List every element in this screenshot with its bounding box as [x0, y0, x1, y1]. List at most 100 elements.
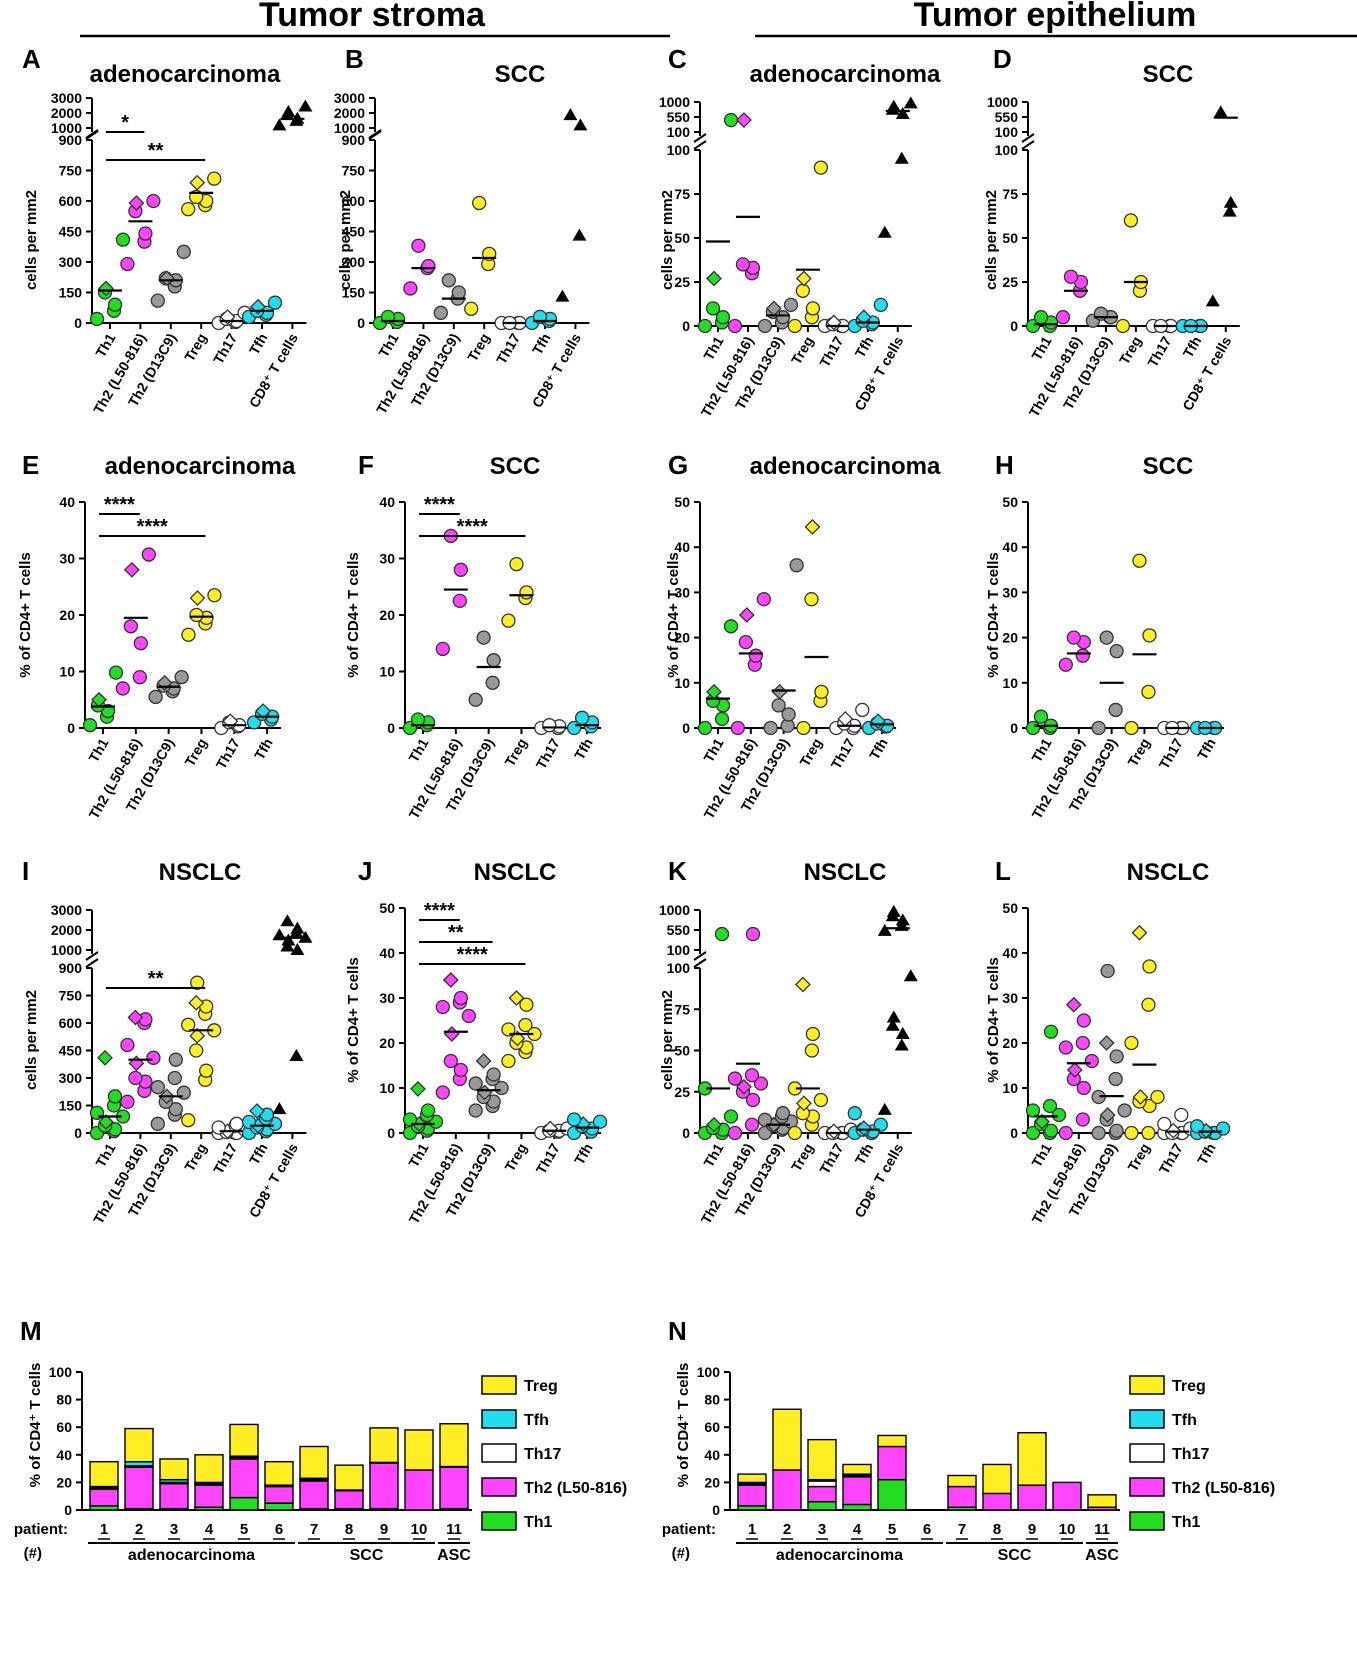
y-tick-label: 75 [674, 1001, 690, 1017]
th2-l50-816-point-3 [443, 1053, 458, 1069]
th2-l50-816-point-3 [411, 238, 426, 253]
y-tick-label: 30 [379, 990, 395, 1006]
th2-d13c9-point-0 [1091, 720, 1106, 736]
x-tick-label-th17: Th17 [828, 735, 858, 771]
y-tick-label: 0 [682, 1125, 690, 1141]
treg-point-1 [1141, 1125, 1156, 1141]
tfh-point-5 [267, 295, 283, 310]
panel-letter: G [668, 450, 688, 480]
th2-l50-816-point-0 [730, 720, 745, 736]
cd8-t-cells-point-4 [886, 1010, 901, 1023]
th1-point-0 [82, 718, 98, 733]
treg-point-2 [805, 301, 821, 316]
panel-letter: F [358, 450, 374, 480]
th1-point-4 [1034, 1113, 1050, 1130]
y-tick-label: 40 [56, 1447, 72, 1463]
th2-l50-816-point-0 [435, 1085, 450, 1100]
significance-label-1: ** [148, 140, 164, 162]
x-tick-label-th17: Th17 [533, 735, 563, 771]
y-tick-label: 450 [59, 224, 83, 240]
legend-swatch-th2-l50-816 [1129, 1477, 1165, 1497]
y-axis-label: % of CD4⁺ T cells [27, 1363, 44, 1488]
panel-letter: K [668, 856, 687, 886]
y-tick-label: 40 [1002, 945, 1018, 961]
treg-point-0 [1115, 318, 1131, 334]
th2-l50-816-point-0 [1058, 1125, 1073, 1141]
significance-label-0: ** [148, 968, 164, 990]
cd8-t-cells-point-0 [272, 1102, 287, 1115]
group-label-scc: SCC [998, 1547, 1032, 1564]
th2-l50-816-point-0 [435, 641, 450, 657]
treg-point-2 [519, 585, 534, 600]
axis-break-mark [85, 951, 99, 968]
y-tick-label: 750 [59, 988, 83, 1004]
th2-l50-816-point-0 [120, 1094, 135, 1109]
y-axis-label: % of CD4+ T cells [17, 552, 34, 677]
y-tick-label: 25 [674, 1084, 690, 1100]
cd8-t-cells-point-6 [877, 923, 892, 936]
treg-point-0 [501, 1053, 516, 1069]
treg-point-4 [189, 590, 206, 606]
panel-title: adenocarcinoma [750, 61, 941, 88]
y-tick-label: 600 [59, 1015, 83, 1031]
th2-d13c9-point-10 [1100, 963, 1115, 979]
patient-number: 3 [170, 1521, 178, 1538]
th2-d13c9-point-3 [476, 630, 491, 645]
th2-l50-816-point-5 [756, 592, 771, 607]
th1-point-5 [115, 232, 131, 247]
tfh-point-3 [574, 710, 590, 725]
patient-number: 8 [993, 1521, 1001, 1538]
th2-l50-816-point-2 [1076, 1080, 1091, 1096]
panel-title: SCC [1143, 453, 1194, 480]
y-tick-label: 0 [1010, 318, 1018, 334]
th2-l50-816-point-4 [1066, 1062, 1083, 1078]
y-tick-label: 3000 [51, 902, 82, 918]
y-tick-label: 20 [379, 607, 395, 623]
legend-label-tfh: Tfh [1172, 1412, 1197, 1429]
x-tick-label-th1: Th1 [405, 735, 431, 765]
y-axis-label: % of CD4+ T cells [345, 552, 362, 677]
bar-4-treg [842, 1463, 872, 1475]
th2-l50-816-point-9 [1065, 996, 1082, 1013]
treg-point-6 [181, 1017, 196, 1032]
th2-l50-816-point-6 [120, 1037, 135, 1053]
th2-l50-816-point-1 [1075, 1112, 1090, 1127]
y-tick-label: 900 [342, 132, 366, 148]
th1-point-6 [1025, 1103, 1041, 1118]
y-tick-label: 50 [1002, 494, 1018, 510]
treg-point-1 [1141, 684, 1156, 699]
cd8-t-cells-point-3 [280, 939, 295, 952]
treg-point-3 [1123, 213, 1139, 228]
x-tick-label-tfh: Tfh [852, 334, 877, 361]
cd8-t-cells-point-9 [280, 914, 295, 927]
treg-point-3 [472, 195, 487, 211]
panel-title: adenocarcinoma [90, 61, 281, 88]
cd8-t-cells-point-2 [895, 106, 910, 119]
y-tick-label: 40 [704, 1447, 720, 1463]
y-tick-label: 0 [682, 720, 690, 736]
th2-d13c9-point-0 [763, 720, 778, 736]
y-tick-label: 30 [1002, 990, 1018, 1006]
th1-point-8 [107, 1089, 123, 1104]
th2-d13c9-point-1 [485, 675, 500, 690]
y-tick-label: 0 [1010, 720, 1018, 736]
treg-point-0 [1124, 720, 1139, 736]
tfh-point-9 [249, 1103, 265, 1119]
y-tick-label: 300 [59, 254, 83, 270]
y-tick-label: 40 [1002, 539, 1018, 555]
y-tick-label: 20 [704, 1474, 720, 1490]
cd8-t-cells-point-2 [290, 943, 305, 955]
th2-d13c9-point-0 [150, 1116, 165, 1131]
treg-point-5 [813, 160, 829, 175]
y-tick-label: 30 [1002, 584, 1018, 600]
y-tick-label: 100 [995, 142, 1019, 158]
th1-point-0 [697, 720, 713, 736]
cd8-t-cells-point-5 [903, 96, 918, 109]
legend-swatch-th2-l50-816 [481, 1477, 517, 1497]
th2-d13c9-point-0 [148, 689, 163, 705]
y-tick-label: 50 [1002, 230, 1018, 246]
group-label-asc: ASC [1085, 1547, 1119, 1564]
